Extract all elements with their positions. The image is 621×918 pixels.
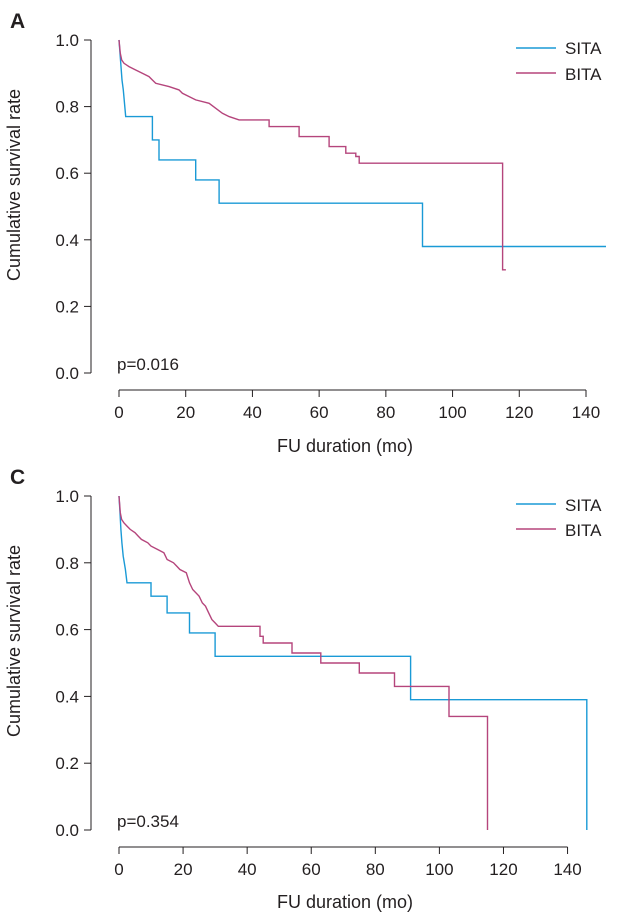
y-tick-label: 0.0	[55, 364, 79, 383]
chart-panel-a: A 0.0 0.2 0.4 0.6 0.8 1.0 0 20 40 60 80 100 120 140 C…	[4, 10, 606, 456]
x-tick-label: 120	[489, 860, 517, 879]
x-tick-label: 20	[176, 403, 195, 422]
x-tick-label: 0	[114, 860, 123, 879]
x-axis-title: FU duration (mo)	[277, 892, 413, 912]
series-line-bita	[118, 39, 506, 271]
x-tick-label: 100	[425, 860, 453, 879]
legend-label-bita: BITA	[565, 521, 602, 540]
y-tick-label: 0.2	[55, 754, 79, 773]
x-tick-label: 100	[438, 403, 466, 422]
y-tick-label: 0.4	[55, 231, 79, 250]
chart-c-svg: C 0.0 0.2 0.4 0.6 0.8 1.0 0 20 40 60 80 100 120 140 C…	[4, 466, 602, 912]
legend-label-sita: SITA	[565, 39, 602, 58]
y-axis-title: Cumulative survival rate	[4, 545, 24, 737]
x-tick-label: 80	[366, 860, 385, 879]
legend: SITA BITA	[516, 496, 602, 540]
x-tick-label: 80	[376, 403, 395, 422]
x-tick-label: 0	[114, 403, 123, 422]
x-tick-label: 60	[310, 403, 329, 422]
panel-label: A	[10, 10, 25, 33]
y-tick-label: 0.6	[55, 164, 79, 183]
y-tick-label: 0.8	[55, 554, 79, 573]
series-line-sita	[118, 39, 606, 248]
legend-label-sita: SITA	[565, 496, 602, 515]
y-tick-label: 1.0	[55, 31, 79, 50]
series-line-sita	[118, 495, 588, 830]
y-tick-label: 1.0	[55, 487, 79, 506]
p-value-annotation: p=0.354	[117, 812, 179, 831]
x-tick-label: 140	[553, 860, 581, 879]
y-tick-label: 0.2	[55, 297, 79, 316]
y-tick-label: 0.0	[55, 821, 79, 840]
legend: SITA BITA	[516, 39, 602, 84]
y-tick-label: 0.8	[55, 98, 79, 117]
x-tick-label: 20	[174, 860, 193, 879]
p-value-annotation: p=0.016	[117, 355, 179, 374]
plot-area: 0.0 0.2 0.4 0.6 0.8 1.0 0 20 40 60 80 100 120 140	[55, 31, 606, 422]
chart-a-svg: A 0.0 0.2 0.4 0.6 0.8 1.0 0 20 40 60 80 100 120 140 C…	[4, 10, 606, 456]
x-tick-label: 140	[572, 403, 600, 422]
y-axis-title: Cumulative survival rate	[4, 89, 24, 281]
x-tick-label: 120	[505, 403, 533, 422]
x-axis-title: FU duration (mo)	[277, 436, 413, 456]
series-line-bita	[118, 495, 489, 830]
x-tick-label: 40	[238, 860, 257, 879]
y-tick-label: 0.4	[55, 687, 79, 706]
y-tick-label: 0.6	[55, 621, 79, 640]
x-tick-label: 40	[243, 403, 262, 422]
x-tick-label: 60	[302, 860, 321, 879]
chart-panel-c: C 0.0 0.2 0.4 0.6 0.8 1.0 0 20 40 60 80 100 120 140 C…	[0, 459, 621, 918]
panel-label: C	[10, 466, 25, 489]
plot-area: 0.0 0.2 0.4 0.6 0.8 1.0 0 20 40 60 80 100 120 140	[55, 487, 588, 879]
legend-label-bita: BITA	[565, 65, 602, 84]
